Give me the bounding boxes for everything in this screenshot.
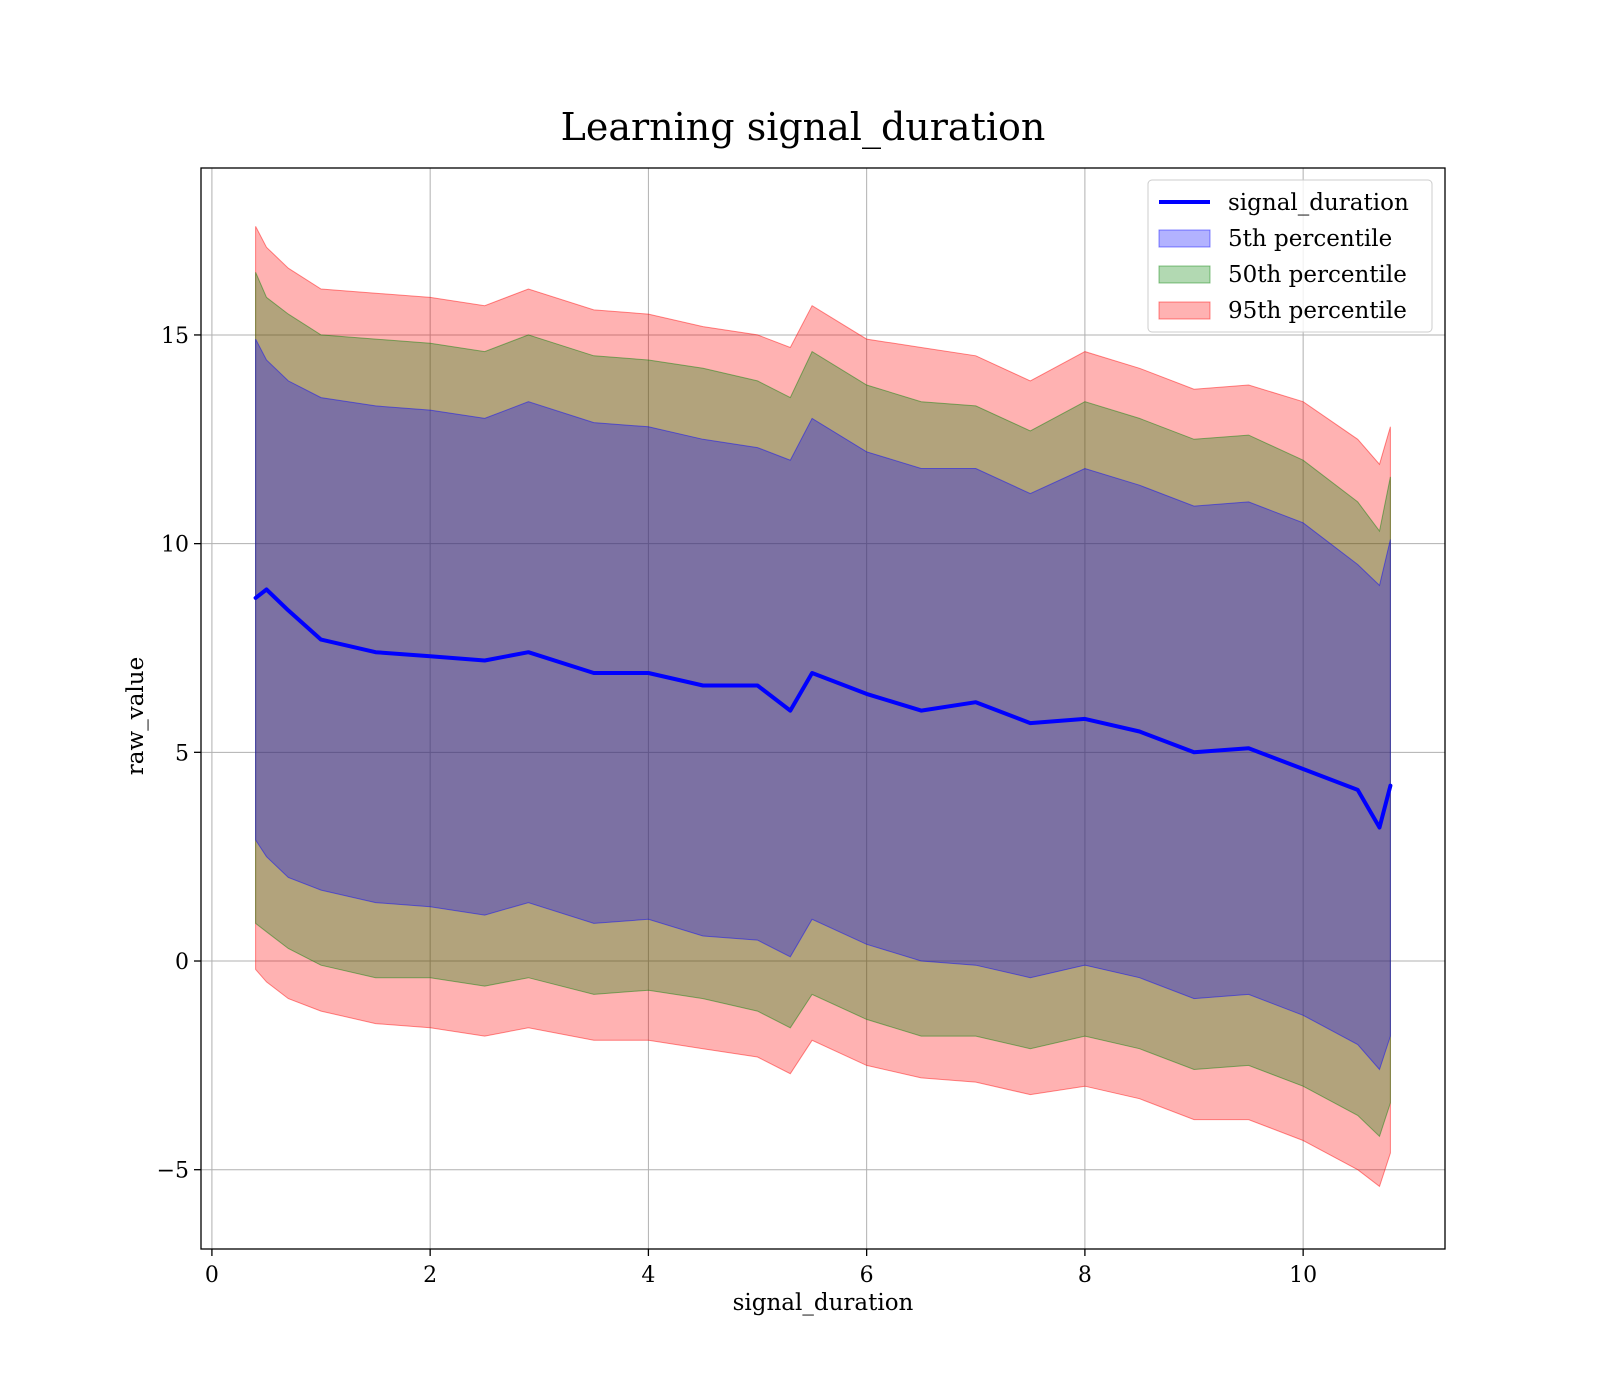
band-50th-percentile [255, 272, 1391, 1138]
legend-swatch-5th-percentile [1158, 229, 1211, 248]
plot-frame [200, 167, 1446, 1250]
legend-box [1147, 179, 1433, 333]
plot-background [201, 168, 1445, 1249]
x-tick-label: 6 [860, 1263, 874, 1288]
x-axis-title: signal_duration [733, 1290, 914, 1316]
legend-label-50th-percentile: 50th percentile [1228, 262, 1407, 288]
signal-line-layer [253, 587, 1393, 830]
x-tick-label: 4 [641, 1263, 655, 1288]
percentile-bands [255, 226, 1391, 1188]
band-5th-percentile [255, 338, 1391, 1071]
x-tick-label: 0 [205, 1263, 219, 1288]
legend-label-signal-duration: signal_duration [1228, 190, 1409, 216]
grid-lines [201, 168, 1445, 1249]
legend-label-5th-percentile: 5th percentile [1228, 226, 1392, 252]
y-tick-label: 10 [161, 533, 189, 558]
y-tick-label: 15 [161, 324, 189, 349]
legend-swatch-50th-percentile [1158, 265, 1211, 284]
axis-ticks: 0 2 4 6 8 10 −5 0 5 10 15 [157, 324, 1318, 1288]
x-tick-label: 8 [1078, 1263, 1092, 1288]
legend-label-95th-percentile: 95th percentile [1228, 298, 1407, 324]
legend-swatch-95th-percentile [1158, 301, 1211, 320]
y-tick-label: −5 [157, 1159, 189, 1184]
band-95th-percentile [255, 226, 1391, 1188]
legend: signal_duration 5th percentile 50th percen… [1147, 179, 1433, 333]
y-tick-label: 0 [175, 950, 189, 975]
x-tick-label: 2 [423, 1263, 437, 1288]
x-tick-label: 10 [1289, 1263, 1317, 1288]
signal-duration-line [253, 587, 1393, 830]
y-tick-label: 5 [175, 741, 189, 766]
chart-title: Learning signal_duration [561, 105, 1046, 150]
y-axis-title: raw_value [123, 657, 149, 775]
